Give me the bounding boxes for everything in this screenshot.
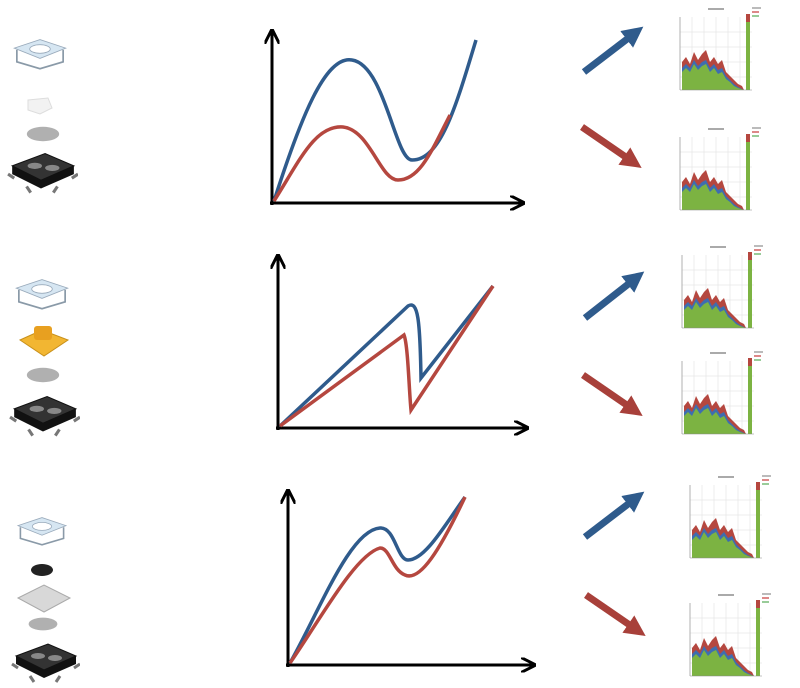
trend-arrows-part: [582, 271, 645, 321]
component-stack-part: [16, 584, 72, 613]
curve-graph-part: [288, 495, 467, 664]
trend-arrows-part: [581, 372, 643, 416]
component-stack-part: [15, 278, 69, 310]
curve-graph-part: [272, 39, 478, 202]
component-stack-part: [34, 326, 52, 340]
curve-graph-part: [278, 284, 495, 428]
curve-graph-part: [288, 496, 467, 665]
histogram-thumbnails-part: [682, 588, 772, 683]
curve-graph-part: [272, 114, 452, 202]
curve-graph: [270, 32, 522, 205]
trend-arrows-part: [581, 26, 644, 75]
histogram-thumbnails-part: [682, 470, 772, 565]
histogram-thumbnails: [672, 2, 772, 683]
histogram-thumbnails-part: [674, 240, 764, 335]
component-stack-part: [17, 516, 67, 546]
component-stack-part: [31, 564, 53, 576]
component-stack-part: [26, 367, 60, 383]
histogram-thumbnails-part: [672, 122, 762, 217]
histogram-thumbnails-part: [672, 2, 762, 97]
trend-arrows: [580, 26, 646, 636]
component-stack-part: [13, 38, 67, 70]
trend-arrows-part: [584, 592, 646, 636]
curve-graph: [286, 492, 533, 667]
component-stack-part: [28, 617, 58, 631]
curve-graph: [276, 257, 526, 430]
component-stack: [10, 516, 80, 684]
component-stack: [6, 38, 78, 195]
histogram-thumbnails-part: [674, 346, 764, 441]
component-stack: [8, 278, 80, 438]
trend-arrows-part: [580, 124, 642, 168]
component-stack-part: [27, 97, 53, 115]
trend-arrows-part: [582, 491, 645, 540]
component-stack-part: [26, 126, 60, 142]
component-stack-part: [8, 394, 80, 438]
curve-graph-part: [278, 285, 495, 428]
component-stack-part: [10, 642, 80, 684]
component-stack-part: [6, 151, 78, 195]
